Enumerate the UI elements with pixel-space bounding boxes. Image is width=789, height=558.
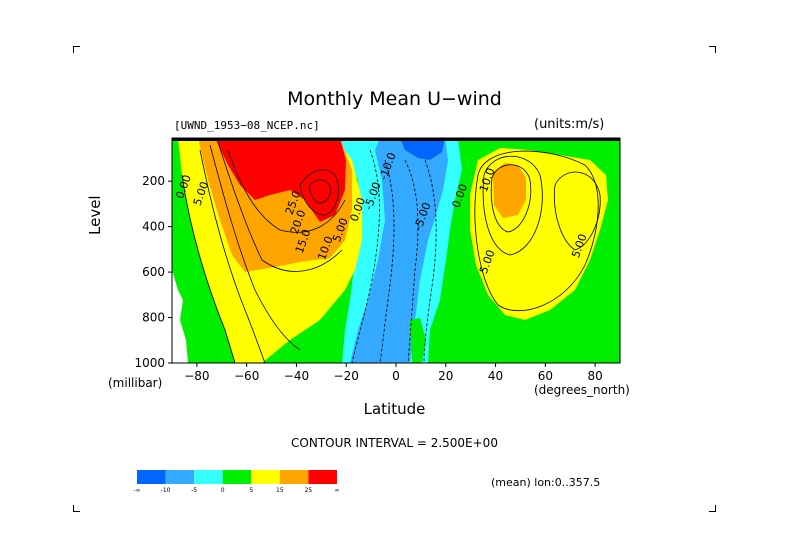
x-axis-unit: (degrees_north) bbox=[534, 383, 630, 397]
colorbar: -∞ -10 -5 0 5 15 25 ∞ bbox=[133, 470, 340, 494]
y-tick-label: 800 bbox=[142, 311, 165, 325]
contour-line bbox=[199, 149, 266, 363]
chart-title: Monthly Mean U−wind bbox=[287, 88, 502, 110]
fill-neg5-to-neg10 bbox=[350, 138, 448, 363]
contour-interval-label: CONTOUR INTERVAL = 2.500E+00 bbox=[291, 436, 498, 450]
dataset-label: [UWND_1953−08_NCEP.nc] bbox=[174, 119, 320, 132]
colorbar-swatch bbox=[222, 470, 252, 484]
crop-mark-top-left bbox=[73, 46, 80, 53]
x-tick-label: 20 bbox=[438, 369, 453, 383]
colorbar-swatch bbox=[251, 470, 280, 484]
fill-below-neg10 bbox=[400, 138, 445, 160]
top-edge-dense-contours bbox=[172, 138, 620, 141]
negative-contour-lines bbox=[351, 149, 437, 363]
y-tick-label: 400 bbox=[142, 220, 165, 234]
contour-line bbox=[379, 159, 395, 363]
crop-mark-bottom-left bbox=[73, 505, 80, 512]
x-axis-label: Latitude bbox=[363, 400, 426, 418]
colorbar-swatch bbox=[165, 470, 195, 484]
plot-area bbox=[172, 138, 620, 363]
x-tick-label: −60 bbox=[234, 369, 259, 383]
x-tick-label: −20 bbox=[334, 369, 359, 383]
mean-longitude-label: (mean) lon:0..357.5 bbox=[491, 476, 601, 489]
colorbar-label: 25 bbox=[305, 487, 313, 494]
colorbar-swatch bbox=[308, 470, 337, 484]
y-tick-label: 1000 bbox=[134, 356, 165, 370]
fill-15-to-25-north bbox=[493, 163, 526, 218]
units-label: (units:m/s) bbox=[534, 117, 605, 132]
colorbar-swatch bbox=[279, 470, 309, 484]
colorbar-label: 0 bbox=[221, 487, 225, 494]
missing-data-region bbox=[172, 270, 188, 363]
colorbar-label: 15 bbox=[276, 487, 284, 494]
x-tick-label: 60 bbox=[538, 369, 553, 383]
fill-small-westerly-patch bbox=[410, 318, 426, 363]
contour-line bbox=[217, 141, 343, 272]
contour-line bbox=[227, 149, 346, 233]
contour-line bbox=[181, 174, 236, 363]
contour-line bbox=[309, 179, 331, 204]
contour-line bbox=[423, 159, 437, 363]
x-tick-label: −80 bbox=[184, 369, 209, 383]
colorbar-label: 5 bbox=[249, 487, 253, 494]
y-axis-unit: (millibar) bbox=[108, 376, 163, 390]
colorbar-label: -10 bbox=[161, 487, 171, 494]
x-tick-label: 0 bbox=[392, 369, 400, 383]
contour-line bbox=[404, 159, 419, 363]
contour-lines bbox=[181, 141, 601, 363]
colorbar-label: -∞ bbox=[133, 487, 140, 494]
colorbar-swatch bbox=[194, 470, 223, 484]
contour-line bbox=[490, 164, 532, 233]
colorbar-label: -5 bbox=[191, 487, 197, 494]
contour-line bbox=[474, 150, 599, 312]
x-tick-label: 80 bbox=[587, 369, 602, 383]
y-axis-ticks: 200 400 600 800 1000 bbox=[134, 174, 172, 370]
y-tick-label: 200 bbox=[142, 174, 165, 188]
y-tick-label: 600 bbox=[142, 265, 165, 279]
contour-line bbox=[299, 169, 339, 216]
contour-line bbox=[482, 155, 543, 256]
contour-line bbox=[351, 149, 380, 363]
fill-above-25-south bbox=[215, 138, 346, 222]
x-axis-ticks: −80 −60 −40 −20 0 20 40 60 80 bbox=[184, 363, 603, 383]
colorbar-swatch bbox=[137, 470, 166, 484]
crop-mark-bottom-right bbox=[709, 505, 716, 512]
x-tick-label: −40 bbox=[284, 369, 309, 383]
colorbar-label: ∞ bbox=[335, 487, 340, 494]
x-tick-label: 40 bbox=[488, 369, 503, 383]
contour-line bbox=[554, 171, 601, 251]
contour-line bbox=[209, 144, 301, 351]
crop-mark-top-right bbox=[709, 46, 716, 53]
